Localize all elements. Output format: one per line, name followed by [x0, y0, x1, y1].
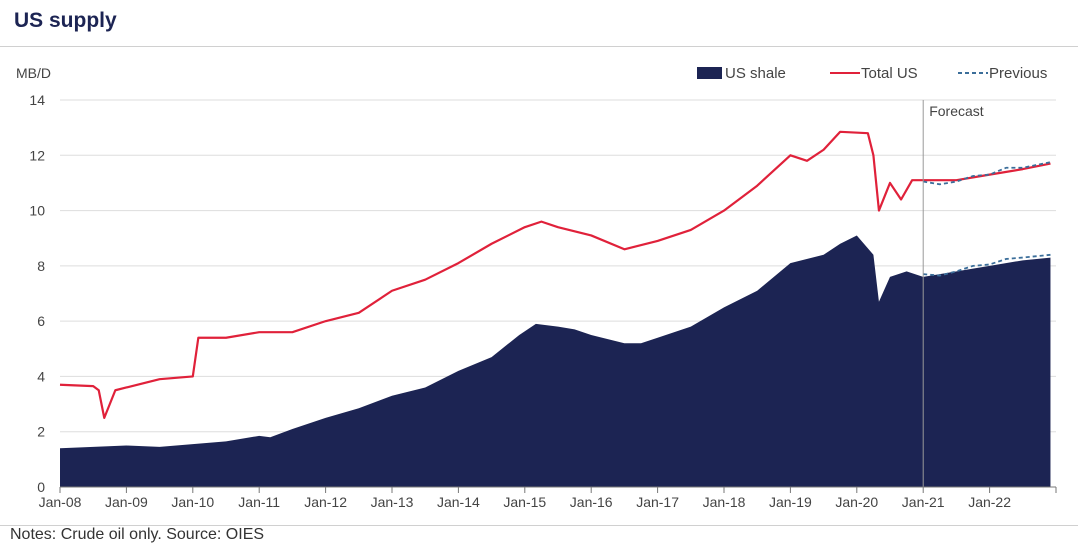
series-total-us-line [59, 130, 1051, 419]
y-tick-label: 14 [29, 92, 45, 108]
axes: 0 2 4 6 8 10 12 14 MB/D Jan-08 Jan-09 Jan-10 Jan-11 J… [16, 65, 1057, 510]
x-tick-label: Jan-22 [968, 494, 1011, 510]
x-tick-label: Jan-19 [769, 494, 812, 510]
x-tick-label: Jan-16 [570, 494, 613, 510]
x-tick-label: Jan-21 [902, 494, 945, 510]
x-tick-label: Jan-08 [39, 494, 82, 510]
x-tick-label: Jan-18 [703, 494, 746, 510]
title-divider [0, 46, 1078, 47]
x-tick-label: Jan-12 [304, 494, 347, 510]
y-axis-label: MB/D [16, 65, 51, 81]
x-tick-label: Jan-11 [238, 494, 280, 510]
grid-lines [60, 99, 1056, 433]
x-tick-label: Jan-20 [835, 494, 878, 510]
source-note: Notes: Crude oil only. Source: OIES [10, 526, 265, 543]
us-supply-chart: Forecast 0 2 4 6 8 10 12 14 MB/D Jan-08 Jan-09 Jan-… [16, 65, 1057, 510]
legend-label: US shale [725, 65, 786, 82]
note-divider [0, 525, 1078, 526]
x-tick-label: Jan-15 [503, 494, 546, 510]
legend-swatch-us-shale [697, 67, 722, 79]
series-previous-line-3 [923, 253, 1051, 277]
y-tick-label: 12 [29, 147, 45, 163]
y-tick-label: 6 [37, 313, 45, 329]
y-tick-label: 0 [37, 479, 45, 495]
y-tick-label: 2 [37, 424, 45, 440]
x-tick-label: Jan-17 [636, 494, 679, 510]
y-tick-label: 4 [37, 368, 45, 384]
chart-title: US supply [14, 9, 117, 32]
series-us-shale-area [60, 235, 1051, 487]
legend: US shale Total US Previous [697, 65, 1047, 82]
x-tick-label: Jan-10 [171, 494, 214, 510]
x-tick-label: Jan-09 [105, 494, 148, 510]
series-previous-line-2 [923, 161, 1051, 186]
forecast-label: Forecast [929, 103, 984, 119]
y-tick-label: 8 [37, 258, 45, 274]
legend-label: Total US [861, 65, 918, 82]
y-tick-label: 10 [29, 203, 45, 219]
x-tick-label: Jan-14 [437, 494, 480, 510]
plot-area: Forecast [59, 100, 1051, 487]
legend-label: Previous [989, 65, 1047, 82]
x-tick-label: Jan-13 [371, 494, 414, 510]
